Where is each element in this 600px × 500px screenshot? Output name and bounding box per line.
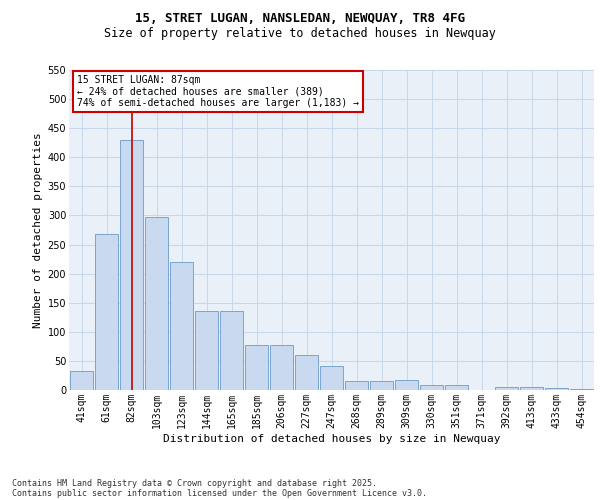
- Bar: [395, 380, 418, 390]
- Bar: [95, 234, 118, 390]
- X-axis label: Distribution of detached houses by size in Newquay: Distribution of detached houses by size …: [163, 434, 500, 444]
- Text: Contains HM Land Registry data © Crown copyright and database right 2025.: Contains HM Land Registry data © Crown c…: [12, 478, 377, 488]
- Bar: [419, 386, 443, 390]
- Y-axis label: Number of detached properties: Number of detached properties: [34, 132, 43, 328]
- Bar: [119, 140, 143, 390]
- Bar: [269, 344, 293, 390]
- Bar: [344, 380, 368, 390]
- Bar: [295, 355, 319, 390]
- Bar: [545, 388, 568, 390]
- Text: 15 STRET LUGAN: 87sqm
← 24% of detached houses are smaller (389)
74% of semi-det: 15 STRET LUGAN: 87sqm ← 24% of detached …: [77, 75, 359, 108]
- Text: Size of property relative to detached houses in Newquay: Size of property relative to detached ho…: [104, 28, 496, 40]
- Bar: [370, 380, 394, 390]
- Bar: [194, 312, 218, 390]
- Text: 15, STRET LUGAN, NANSLEDAN, NEWQUAY, TR8 4FG: 15, STRET LUGAN, NANSLEDAN, NEWQUAY, TR8…: [135, 12, 465, 26]
- Bar: [445, 385, 469, 390]
- Bar: [70, 371, 94, 390]
- Bar: [220, 312, 244, 390]
- Bar: [494, 387, 518, 390]
- Bar: [320, 366, 343, 390]
- Bar: [245, 344, 268, 390]
- Bar: [170, 262, 193, 390]
- Text: Contains public sector information licensed under the Open Government Licence v3: Contains public sector information licen…: [12, 488, 427, 498]
- Bar: [569, 389, 593, 390]
- Bar: [145, 216, 169, 390]
- Bar: [520, 387, 544, 390]
